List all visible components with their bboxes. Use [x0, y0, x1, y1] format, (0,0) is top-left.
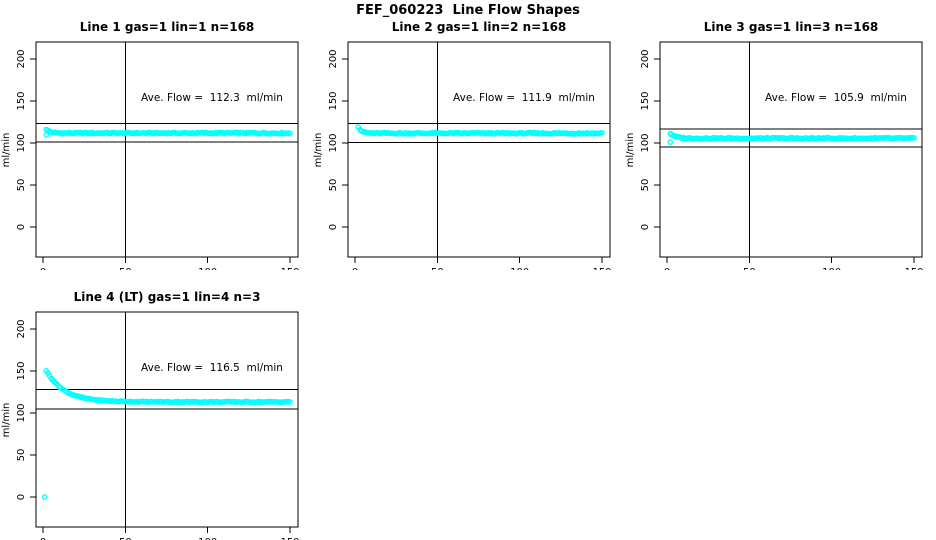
plot-canvas-line-1: Line 1 gas=1 lin=1 n=168 ml/min 0 50 100 15…	[1, 20, 300, 278]
average-flow-annotation: Ave. Flow = 112.3 ml/min	[141, 92, 283, 104]
data-point	[287, 130, 293, 137]
plot-box	[35, 311, 299, 528]
axes-layer: 0 50 100 150 200 0 50 100 150	[328, 41, 612, 278]
y-axis-label: ml/min	[1, 403, 12, 438]
data-points-layer	[355, 124, 605, 137]
outlier-point	[667, 139, 674, 146]
y-tick-label: 0	[328, 224, 339, 230]
y-tick-label: 100	[16, 403, 27, 422]
plot-canvas-line-2: Line 2 gas=1 lin=2 n=168 ml/min 0 50 100 15…	[313, 20, 612, 278]
y-tick-label: 0	[16, 494, 27, 500]
x-tick-label: 100	[198, 537, 217, 540]
x-tick-label: 50	[119, 537, 132, 540]
y-axis-label: ml/min	[1, 133, 12, 168]
y-tick-label: 50	[16, 179, 27, 192]
plot-box	[35, 41, 299, 258]
x-tick-label: 150	[592, 267, 611, 270]
panel-line-4: Line 4 (LT) gas=1 lin=4 n=3 ml/min 0 50 10…	[0, 270, 312, 540]
y-tick-label: 100	[16, 133, 27, 152]
x-tick-label: 0	[40, 537, 46, 540]
average-flow-annotation: Ave. Flow = 111.9 ml/min	[453, 92, 595, 104]
y-tick-label: 50	[16, 449, 27, 462]
panel-line-2: Line 2 gas=1 lin=2 n=168 ml/min 0 50 100 15…	[312, 20, 624, 290]
data-points-layer	[41, 368, 293, 500]
data-point	[287, 399, 293, 405]
average-flow-annotation: Ave. Flow = 105.9 ml/min	[765, 92, 907, 104]
axes-layer: 0 50 100 150 200 0 50 100 150	[640, 41, 924, 278]
plot-box	[659, 41, 923, 258]
page-title: FEF_060223 Line Flow Shapes	[356, 3, 580, 18]
panel-line-3: Line 3 gas=1 lin=3 n=168 ml/min 0 50 100 15…	[624, 20, 936, 290]
panel-title: Line 4 (LT) gas=1 lin=4 n=3	[74, 290, 261, 304]
data-points-layer	[667, 130, 917, 146]
panel-title: Line 3 gas=1 lin=3 n=168	[704, 20, 879, 34]
y-tick-label: 200	[328, 49, 339, 68]
data-point	[599, 130, 605, 136]
y-tick-label: 200	[640, 49, 651, 68]
x-tick-label: 100	[822, 267, 841, 270]
y-tick-label: 0	[16, 224, 27, 230]
x-tick-label: 0	[664, 267, 670, 270]
plot-box	[347, 41, 611, 258]
plot-canvas-line-4: Line 4 (LT) gas=1 lin=4 n=3 ml/min 0 50 10…	[1, 290, 300, 540]
panel-title: Line 2 gas=1 lin=2 n=168	[392, 20, 567, 34]
x-tick-label: 50	[431, 267, 444, 270]
data-point	[911, 135, 917, 141]
y-axis-label: ml/min	[625, 133, 636, 168]
x-tick-label: 100	[510, 267, 529, 270]
panel-title: Line 1 gas=1 lin=1 n=168	[80, 20, 255, 34]
y-axis-label: ml/min	[313, 133, 324, 168]
y-tick-label: 0	[640, 224, 651, 230]
y-tick-label: 150	[640, 91, 651, 110]
panel-line-1: Line 1 gas=1 lin=1 n=168 ml/min 0 50 100 15…	[0, 20, 312, 290]
x-tick-label: 150	[280, 537, 299, 540]
y-tick-label: 50	[328, 179, 339, 192]
y-tick-label: 200	[16, 319, 27, 338]
y-tick-label: 200	[16, 49, 27, 68]
average-flow-annotation: Ave. Flow = 116.5 ml/min	[141, 362, 283, 374]
y-tick-label: 50	[640, 179, 651, 192]
y-tick-label: 150	[16, 361, 27, 380]
plot-canvas-line-3: Line 3 gas=1 lin=3 n=168 ml/min 0 50 100 15…	[625, 20, 924, 278]
y-tick-label: 100	[328, 133, 339, 152]
axes-layer: 0 50 100 150 200 0 50 100 150	[16, 311, 300, 540]
data-points-layer	[43, 126, 293, 138]
axes-layer: 050100150200050100150	[16, 41, 300, 278]
y-tick-label: 150	[328, 91, 339, 110]
x-tick-label: 150	[904, 267, 923, 270]
outlier-point	[41, 494, 48, 500]
outlier-point	[43, 132, 50, 138]
y-tick-label: 100	[640, 133, 651, 152]
x-tick-label: 50	[743, 267, 756, 270]
y-tick-label: 150	[16, 91, 27, 110]
x-tick-label: 0	[352, 267, 358, 270]
